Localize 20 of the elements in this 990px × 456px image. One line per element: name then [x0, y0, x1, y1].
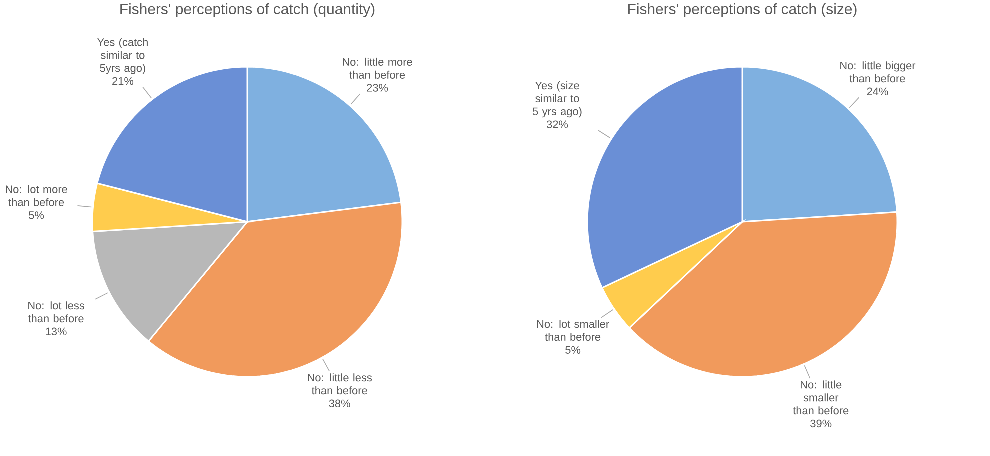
data-label: 23% [367, 84, 388, 92]
chart-title: Fishers' perceptions of catch (quantity) [120, 4, 375, 18]
slice-label: No: little bigger than before [840, 62, 916, 83]
data-label: 5% [29, 212, 44, 220]
slice-label: No: lot more than before [6, 185, 68, 206]
data-label: 38% [329, 400, 350, 408]
slice-label: No: little less than before [308, 374, 372, 395]
slice-label: No: lot smaller than before [537, 320, 610, 342]
slice-label: No: lot less than before [28, 302, 84, 323]
slice-label: Yes (catch similar to 5yrs ago) [98, 38, 148, 74]
slice-label: No: little more than before [343, 58, 412, 79]
chart-title: Fishers' perceptions of catch (size) [628, 4, 857, 18]
slice-label: No: little smaller than before [793, 380, 849, 415]
data-label: 24% [867, 88, 888, 96]
data-label: 5% [566, 346, 581, 354]
data-label: 21% [112, 77, 134, 86]
data-label: 32% [546, 120, 568, 128]
slice-label: Yes (size similar to 5 yrs ago) [532, 82, 582, 118]
data-label: 13% [46, 328, 67, 336]
data-label: 39% [810, 420, 832, 428]
